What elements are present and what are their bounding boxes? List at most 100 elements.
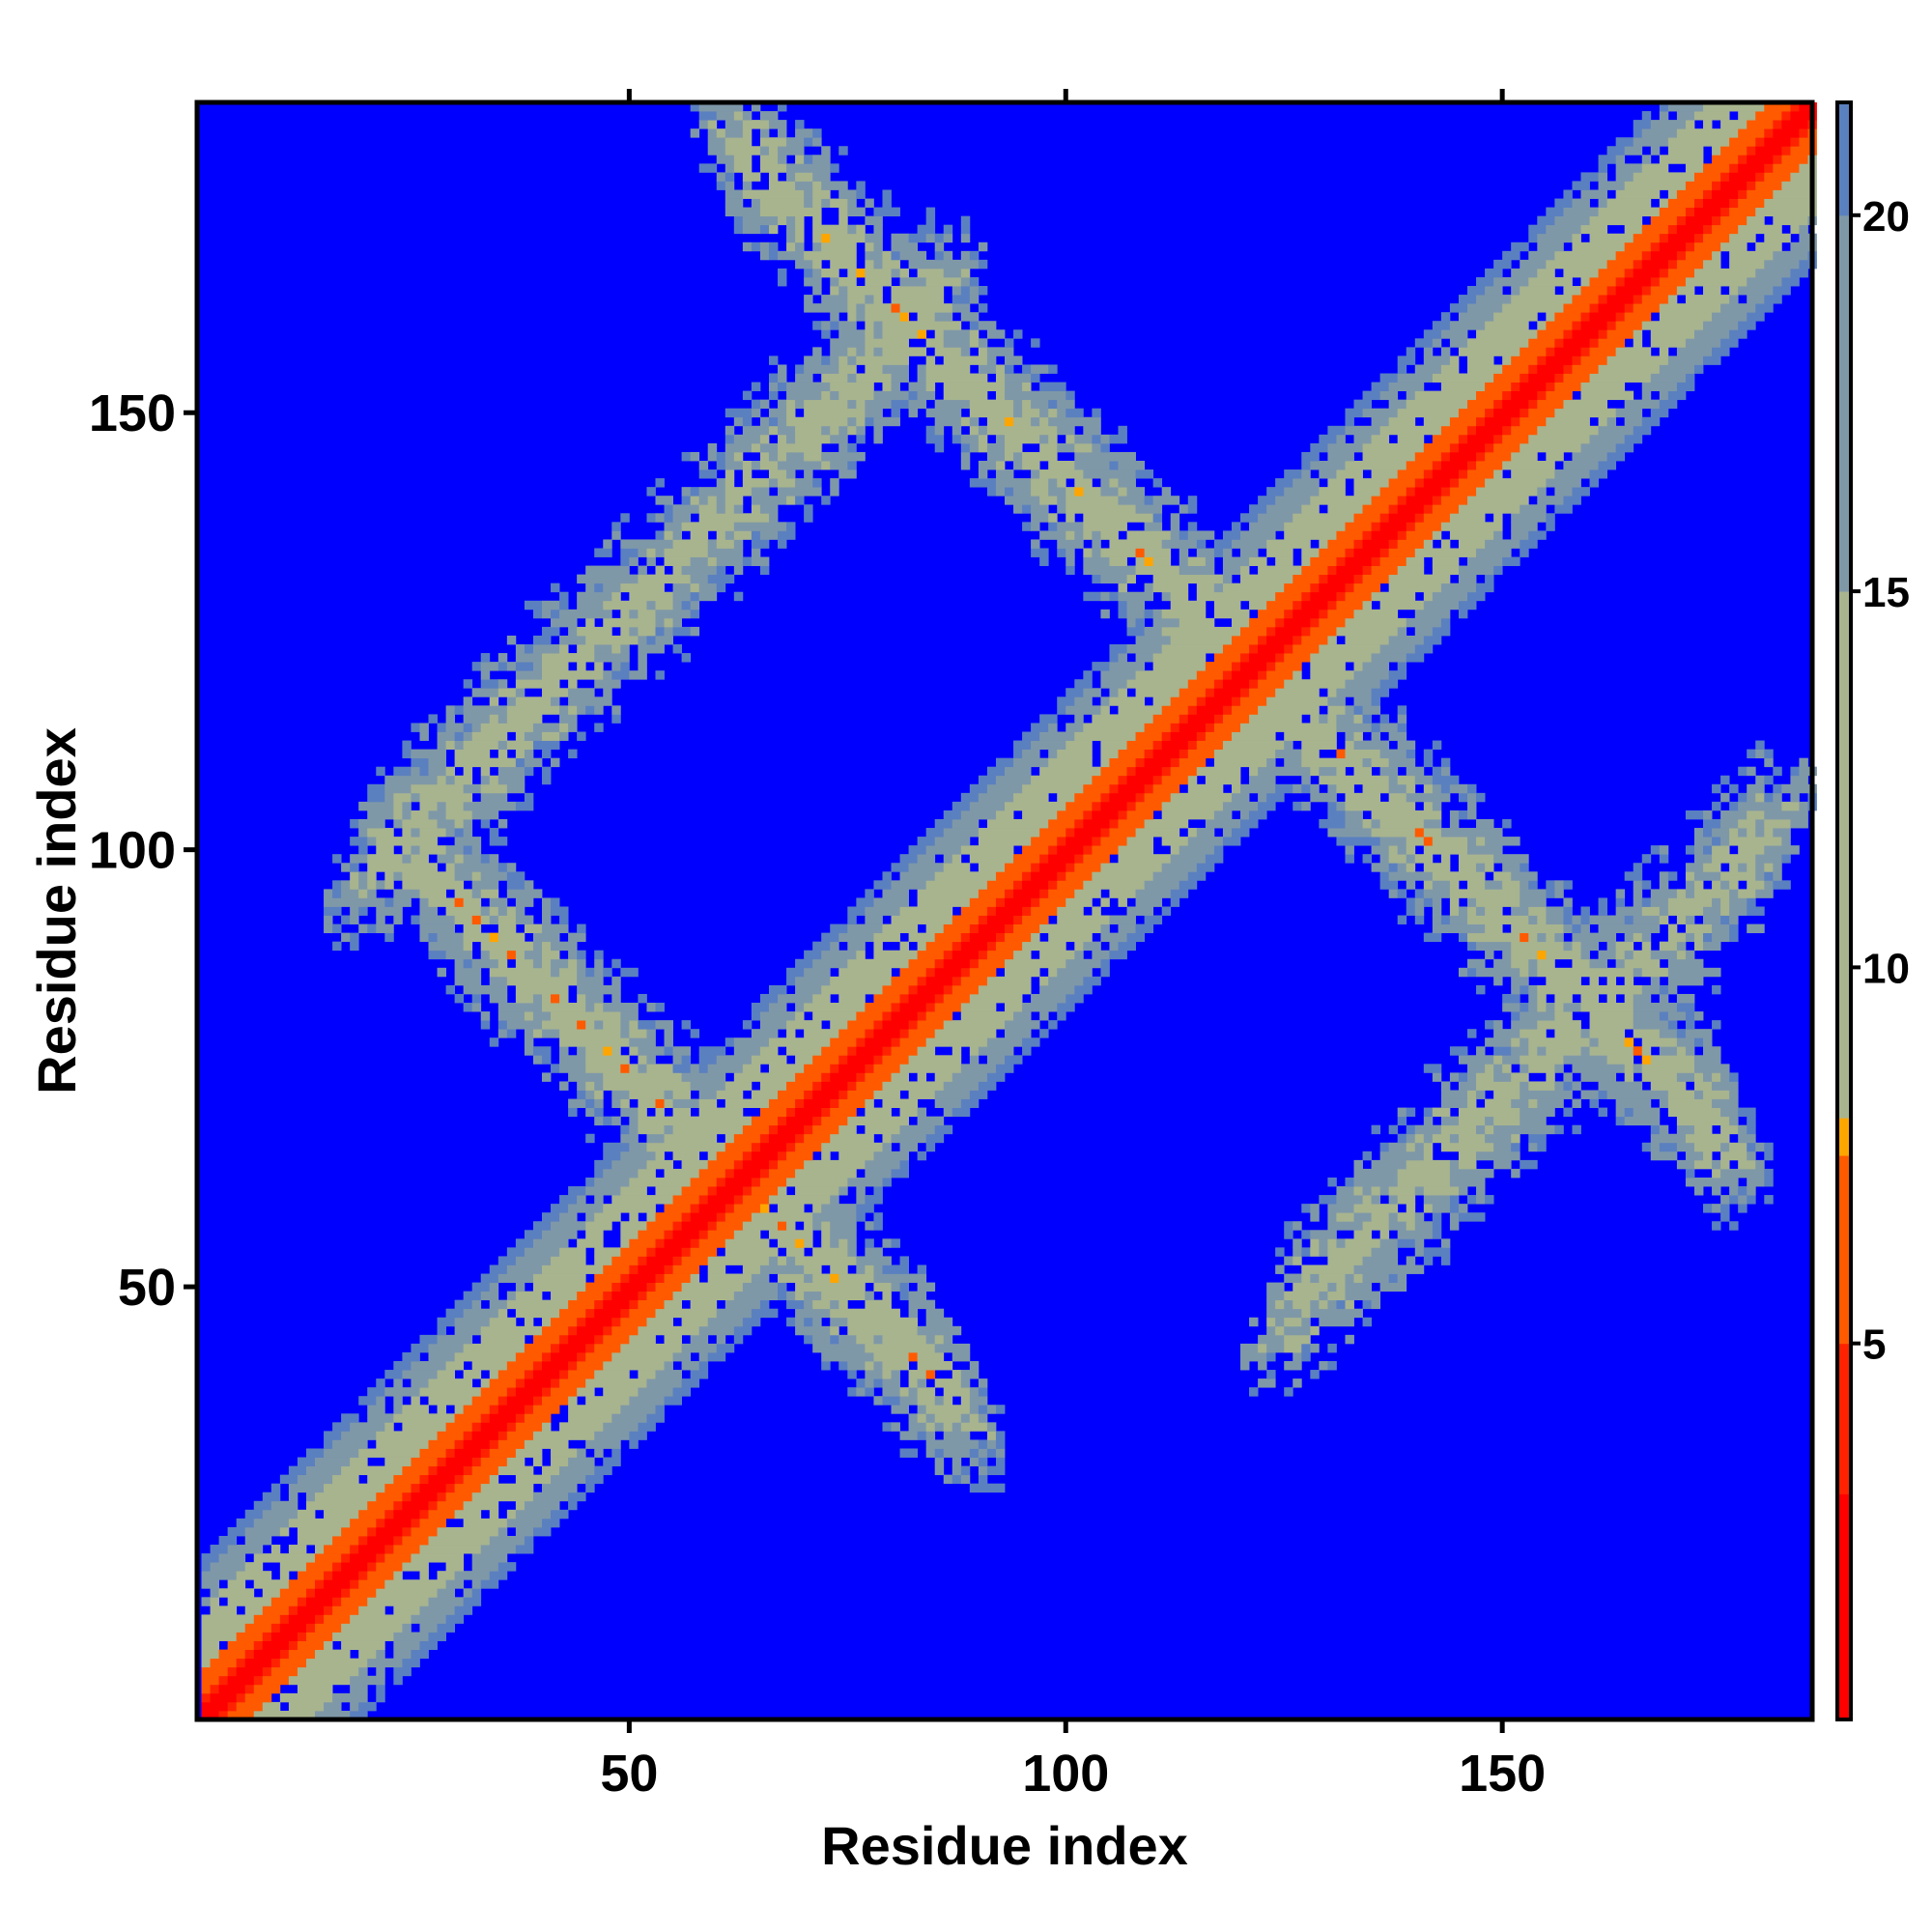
heatmap-cell [244,1692,272,1703]
heatmap-cell [821,425,831,436]
heatmap-cell [551,1291,578,1301]
heatmap-cell [1284,609,1293,619]
heatmap-cell [1554,889,1564,898]
heatmap-cell [1720,172,1730,182]
heatmap-cell [908,1387,919,1397]
heatmap-cell [865,1343,936,1353]
heatmap-cell [1371,863,1390,872]
heatmap-cell [1379,425,1442,436]
heatmap-cell [778,1090,805,1099]
heatmap-cell [1135,556,1146,566]
heatmap-cell [532,993,543,1004]
heatmap-cell [821,932,839,943]
heatmap-cell [471,915,482,924]
heatmap-cell [1712,984,1721,995]
heatmap-cell [1379,1230,1390,1239]
heatmap-cell [332,889,342,898]
heatmap-cell [1083,880,1145,890]
heatmap-cell [454,757,517,768]
heatmap-cell [315,1614,325,1624]
x-tick-label: 50 [600,1745,658,1803]
heatmap-cell [1074,530,1084,540]
heatmap-cell [865,329,874,339]
heatmap-cell [1703,1072,1713,1082]
heatmap-cell [1467,932,1520,943]
heatmap-cell [1013,923,1040,934]
heatmap-cell [524,644,534,654]
heatmap-cell [978,338,988,348]
heatmap-cell [1467,556,1503,566]
heatmap-cell [341,932,351,943]
heatmap-cell [1048,408,1058,418]
heatmap-cell [1005,863,1032,872]
heatmap-cell [812,321,822,330]
heatmap-cell [812,941,831,952]
heatmap-cell [716,1212,726,1222]
heatmap-cell [1712,828,1730,838]
heatmap-cell [1799,259,1817,270]
heatmap-cell [559,1037,630,1047]
heatmap-cell [768,416,779,427]
heatmap-cell [986,1439,997,1449]
heatmap-cell [1118,487,1127,497]
heatmap-cell [1511,1168,1520,1179]
heatmap-cell [279,1588,307,1598]
heatmap-cell [1685,1020,1695,1030]
heatmap-cell [1039,496,1058,505]
heatmap-cell [577,731,586,741]
heatmap-cell [917,1387,936,1397]
heatmap-cell [1685,915,1695,924]
heatmap-cell [681,487,692,497]
heatmap-cell [1031,522,1040,531]
heatmap-cell [882,1396,900,1406]
heatmap-cell [1397,1133,1407,1144]
heatmap-cell [865,416,874,427]
heatmap-cell [1546,1003,1555,1012]
heatmap-cell [1738,818,1756,829]
heatmap-cell [891,1282,900,1293]
heatmap-cell [1641,224,1669,235]
heatmap-cell [1685,810,1704,820]
heatmap-cell [978,889,1006,898]
heatmap-cell [463,1431,473,1440]
heatmap-cell [551,906,569,916]
heatmap-cell [1057,696,1075,706]
heatmap-cell [1074,696,1093,706]
heatmap-cell [1336,556,1346,566]
heatmap-cell [1301,775,1311,785]
heatmap-cell [778,451,787,462]
heatmap-cell [698,504,718,514]
heatmap-cell [830,1238,839,1248]
heatmap-cell [891,303,900,313]
heatmap-cell [384,1553,412,1563]
heatmap-cell [655,513,665,523]
heatmap-cell [1720,1072,1730,1082]
heatmap-cell [376,845,394,855]
heatmap-cell [1458,442,1486,453]
heatmap-cell [1301,1273,1311,1283]
heatmap-cell [969,897,997,907]
heatmap-cell [804,1334,813,1345]
heatmap-cell [1755,863,1765,872]
heatmap-cell [506,1387,517,1397]
heatmap-cell [768,1195,831,1205]
heatmap-cell [925,364,971,374]
heatmap-cell [201,1640,219,1651]
heatmap-cell [891,1133,927,1144]
heatmap-cell [585,1081,595,1091]
heatmap-cell [1310,766,1320,777]
heatmap-cell [1196,670,1224,680]
heatmap-cell [1476,984,1486,995]
heatmap-cell [908,1299,936,1310]
heatmap-cell [585,1177,595,1187]
heatmap-cell [821,1238,831,1248]
heatmap-cell [873,1264,883,1274]
heatmap-cell [969,854,1014,864]
heatmap-cell [1485,539,1520,549]
heatmap-cell [1152,662,1207,671]
heatmap-cell [655,548,665,557]
heatmap-cell [1388,670,1407,680]
heatmap-cell [778,268,787,278]
heatmap-cell [515,696,552,706]
heatmap-cell [1388,1124,1399,1135]
